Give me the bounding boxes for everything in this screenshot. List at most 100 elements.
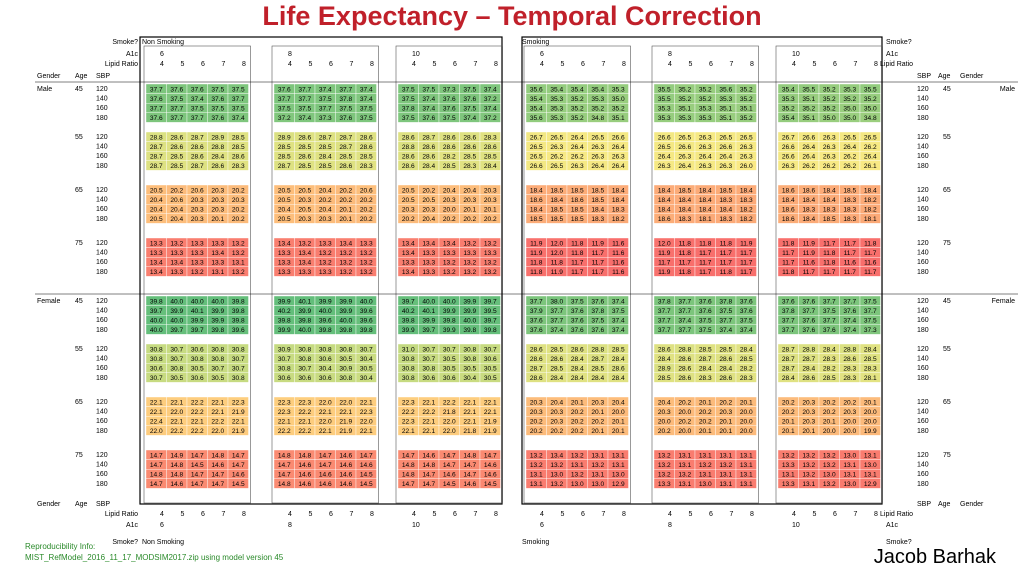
- cell-value: 39.6: [319, 318, 332, 325]
- cell-value: 40.0: [443, 298, 456, 305]
- cell-value: 26.2: [571, 154, 584, 161]
- cell-value: 37.6: [530, 318, 543, 325]
- cell-value: 18.4: [782, 197, 795, 204]
- heatmap-cell: [479, 213, 501, 224]
- cell-value: 13.2: [170, 240, 183, 247]
- cell-value: 13.0: [571, 481, 584, 488]
- cell-value: 35.2: [740, 96, 753, 103]
- cell-value: 28.6: [463, 134, 476, 141]
- cell-value: 12.9: [612, 481, 625, 488]
- cell-value: 26.5: [719, 134, 732, 141]
- cell-value: 14.6: [298, 462, 311, 469]
- sbp-label: 160: [96, 153, 108, 160]
- cell-value: 20.5: [402, 187, 415, 194]
- cell-value: 14.6: [484, 462, 497, 469]
- cell-value: 13.4: [298, 260, 311, 267]
- cell-value: 37.4: [422, 106, 435, 113]
- cell-value: 13.1: [843, 472, 856, 479]
- cell-value: 28.6: [191, 144, 204, 151]
- cell-value: 37.6: [339, 115, 352, 122]
- cell-value: 13.0: [699, 481, 712, 488]
- cell-value: 12.9: [864, 481, 877, 488]
- cell-value: 22.1: [278, 419, 291, 426]
- cell-value: 35.2: [678, 96, 691, 103]
- cell-value: 37.4: [360, 86, 373, 93]
- cell-value: 11.7: [844, 250, 857, 257]
- cell-value: 30.7: [211, 366, 224, 373]
- cell-value: 37.4: [740, 327, 753, 334]
- cell-value: 37.5: [232, 86, 245, 93]
- cell-value: 30.7: [484, 346, 497, 353]
- age-label-right: 65: [943, 187, 951, 194]
- cell-value: 40.1: [298, 298, 311, 305]
- cell-value: 35.1: [719, 106, 732, 113]
- age-label: 75: [75, 452, 83, 459]
- cell-value: 13.1: [802, 481, 815, 488]
- cell-value: 22.0: [339, 399, 352, 406]
- cell-value: 26.5: [864, 134, 877, 141]
- cell-value: 28.1: [864, 375, 877, 382]
- lipid-ratio-tick-bottom: 4: [792, 511, 796, 518]
- age-label-right: 65: [943, 399, 951, 406]
- cell-value: 14.6: [319, 481, 332, 488]
- cell-value: 35.6: [719, 86, 732, 93]
- cell-value: 37.4: [843, 318, 856, 325]
- cell-value: 22.1: [191, 419, 204, 426]
- cell-value: 26.3: [612, 154, 625, 161]
- cell-value: 28.4: [484, 163, 497, 170]
- lipid-ratio-tick-top: 7: [350, 61, 354, 68]
- age-label: 45: [75, 86, 83, 93]
- cell-value: 39.9: [319, 298, 332, 305]
- cell-value: 35.0: [612, 96, 625, 103]
- cell-value: 20.5: [150, 216, 163, 223]
- cell-value: 20.2: [402, 216, 415, 223]
- cell-value: 35.2: [571, 115, 584, 122]
- cell-value: 37.3: [319, 115, 332, 122]
- cell-value: 26.4: [802, 154, 815, 161]
- smoke-group-bottom: Smoking: [522, 539, 549, 546]
- sbp-label-right: 120: [917, 134, 929, 141]
- cell-value: 18.4: [823, 197, 836, 204]
- cell-value: 22.1: [463, 399, 476, 406]
- cell-value: 14.8: [170, 462, 183, 469]
- cell-value: 13.2: [571, 452, 584, 459]
- cell-value: 39.8: [463, 327, 476, 334]
- cell-value: 21.9: [232, 428, 245, 435]
- cell-value: 11.6: [864, 260, 877, 267]
- cell-value: 30.7: [443, 346, 456, 353]
- cell-value: 37.6: [211, 115, 224, 122]
- cell-value: 28.8: [150, 134, 163, 141]
- smoke-group-top: Non Smoking: [142, 39, 184, 46]
- cell-value: 28.9: [658, 366, 671, 373]
- cell-value: 20.3: [802, 409, 815, 416]
- cell-value: 28.4: [591, 375, 604, 382]
- cell-value: 20.6: [170, 197, 183, 204]
- cell-value: 37.6: [571, 327, 584, 334]
- cell-value: 28.3: [823, 356, 836, 363]
- cell-value: 26.2: [864, 144, 877, 151]
- cell-value: 28.6: [402, 134, 415, 141]
- cell-value: 20.3: [719, 409, 732, 416]
- cell-value: 28.8: [678, 346, 691, 353]
- cell-value: 37.5: [591, 318, 604, 325]
- cell-value: 39.8: [211, 327, 224, 334]
- heatmap-cell: [607, 324, 629, 335]
- cell-value: 18.4: [550, 197, 563, 204]
- sbp-label: 160: [96, 365, 108, 372]
- cell-value: 13.4: [550, 452, 563, 459]
- cell-value: 13.2: [360, 260, 373, 267]
- cell-value: 20.4: [612, 399, 625, 406]
- cell-value: 20.4: [658, 399, 671, 406]
- cell-value: 14.8: [278, 452, 291, 459]
- cell-value: 28.6: [843, 356, 856, 363]
- cell-value: 20.2: [170, 187, 183, 194]
- heatmap-cell: [479, 478, 501, 489]
- cell-value: 13.1: [571, 462, 584, 469]
- cell-value: 26.3: [740, 144, 753, 151]
- cell-value: 30.8: [170, 366, 183, 373]
- cell-value: 26.5: [530, 144, 543, 151]
- cell-value: 37.7: [191, 115, 204, 122]
- cell-value: 35.0: [823, 115, 836, 122]
- cell-value: 21.9: [484, 428, 497, 435]
- cell-value: 22.2: [422, 409, 435, 416]
